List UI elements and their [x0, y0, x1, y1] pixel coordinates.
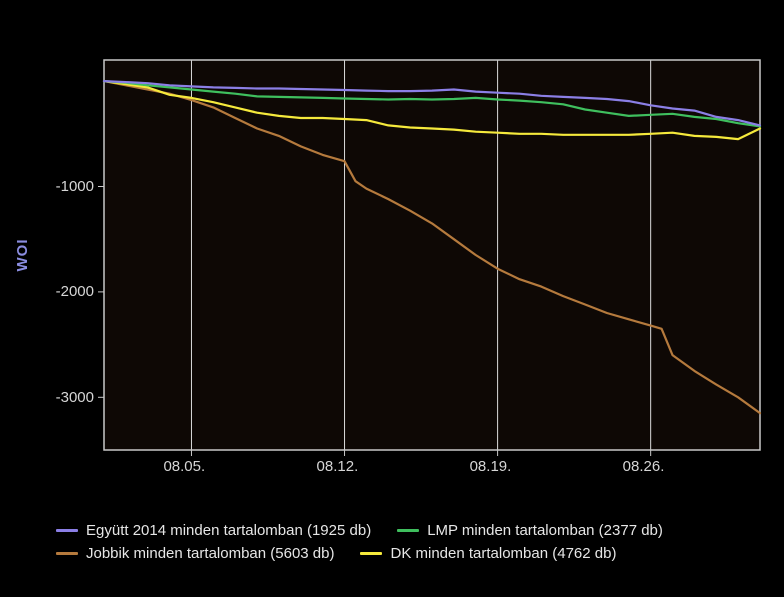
legend-label: Jobbik minden tartalomban (5603 db) — [86, 545, 334, 562]
legend-swatch — [397, 529, 419, 532]
legend-swatch — [56, 552, 78, 555]
legend-label: LMP minden tartalomban (2377 db) — [427, 522, 663, 539]
legend-item: Együtt 2014 minden tartalomban (1925 db) — [56, 522, 371, 539]
y-axis-tick-label: -1000 — [56, 178, 94, 195]
legend-swatch — [56, 529, 78, 532]
legend-label: Együtt 2014 minden tartalomban (1925 db) — [86, 522, 371, 539]
legend-label: DK minden tartalomban (4762 db) — [390, 545, 616, 562]
y-axis-tick-label: -3000 — [56, 389, 94, 406]
x-axis-tick-label: 08.19. — [470, 458, 512, 475]
x-axis-tick-label: 08.12. — [317, 458, 359, 475]
legend-item: Jobbik minden tartalomban (5603 db) — [56, 545, 334, 562]
x-axis-tick-label: 08.05. — [163, 458, 205, 475]
y-axis-tick-label: -2000 — [56, 283, 94, 300]
x-axis-tick-label: 08.26. — [623, 458, 665, 475]
chart-legend: Együtt 2014 minden tartalomban (1925 db)… — [56, 522, 764, 568]
line-chart — [0, 0, 784, 597]
legend-item: LMP minden tartalomban (2377 db) — [397, 522, 663, 539]
legend-swatch — [360, 552, 382, 555]
chart-container: WOI -1000-2000-3000 08.05.08.12.08.19.08… — [0, 0, 784, 597]
legend-item: DK minden tartalomban (4762 db) — [360, 545, 616, 562]
